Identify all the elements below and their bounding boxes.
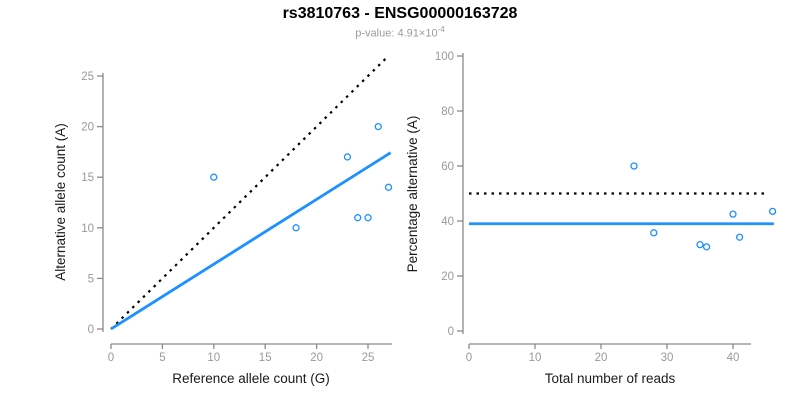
x-tick-label: 15 <box>259 352 272 364</box>
plot-subtitle: p-value: 4.91×10-4 <box>0 25 800 40</box>
data-point <box>292 224 300 232</box>
pvalue-times-sign: × <box>418 27 426 40</box>
left-plot: 0 5 10 15 20 25 0 5 10 15 20 25 Reference allele cou… <box>53 55 393 386</box>
y-tick-label: 20 <box>441 271 454 283</box>
y-tick-label: 40 <box>441 216 454 228</box>
right-plot: 0 10 20 30 40 0 20 40 60 80 100 Total number of rea… <box>405 51 777 386</box>
x-tick-label: 25 <box>362 352 375 364</box>
y-tick-label: 15 <box>81 172 94 184</box>
x-tick-label: 30 <box>661 352 674 364</box>
plot-title: rs3810763 - ENSG00000163728 <box>282 5 518 22</box>
y-tick-label: 0 <box>88 324 94 336</box>
y-tick-label: 10 <box>81 223 94 235</box>
pvalue-exponent: -4 <box>437 25 445 34</box>
x-tick-label: 0 <box>108 352 114 364</box>
y-tick-label: 25 <box>81 71 94 83</box>
y-axis-title: Alternative allele count (A) <box>53 123 68 281</box>
data-point <box>729 210 737 218</box>
data-point <box>650 229 658 237</box>
fit-line <box>110 151 392 331</box>
data-point <box>364 214 372 222</box>
data-point <box>354 214 362 222</box>
x-axis-title: Reference allele count (G) <box>172 371 330 386</box>
y-tick-label: 0 <box>448 326 454 338</box>
pvalue-base: 10 <box>425 27 438 40</box>
data-point <box>374 122 382 131</box>
identity-line <box>110 55 389 330</box>
y-tick-label: 20 <box>81 122 94 134</box>
y-axis-title: Percentage alternative (A) <box>405 116 420 273</box>
x-tick-label: 0 <box>466 352 472 364</box>
x-tick-label: 5 <box>159 352 165 364</box>
data-point <box>630 162 638 170</box>
data-point <box>384 183 393 191</box>
x-tick-label: 20 <box>310 352 323 364</box>
data-point <box>343 153 352 161</box>
x-axis-title: Total number of reads <box>545 371 676 386</box>
data-point <box>735 233 744 241</box>
data-point <box>696 240 704 249</box>
y-tick-label: 60 <box>441 161 454 173</box>
y-tick-label: 5 <box>88 273 94 285</box>
x-tick-label: 20 <box>595 352 608 364</box>
data-point <box>768 207 777 216</box>
y-tick-label: 100 <box>435 51 454 63</box>
x-tick-label: 10 <box>207 352 220 364</box>
pvalue-coefficient: 4.91 <box>397 27 419 40</box>
x-tick-label: 40 <box>727 352 740 364</box>
y-tick-label: 80 <box>441 106 454 118</box>
pvalue-label: p-value: <box>355 27 398 40</box>
data-point <box>210 173 218 181</box>
x-tick-label: 10 <box>529 352 542 364</box>
data-point <box>702 243 711 251</box>
